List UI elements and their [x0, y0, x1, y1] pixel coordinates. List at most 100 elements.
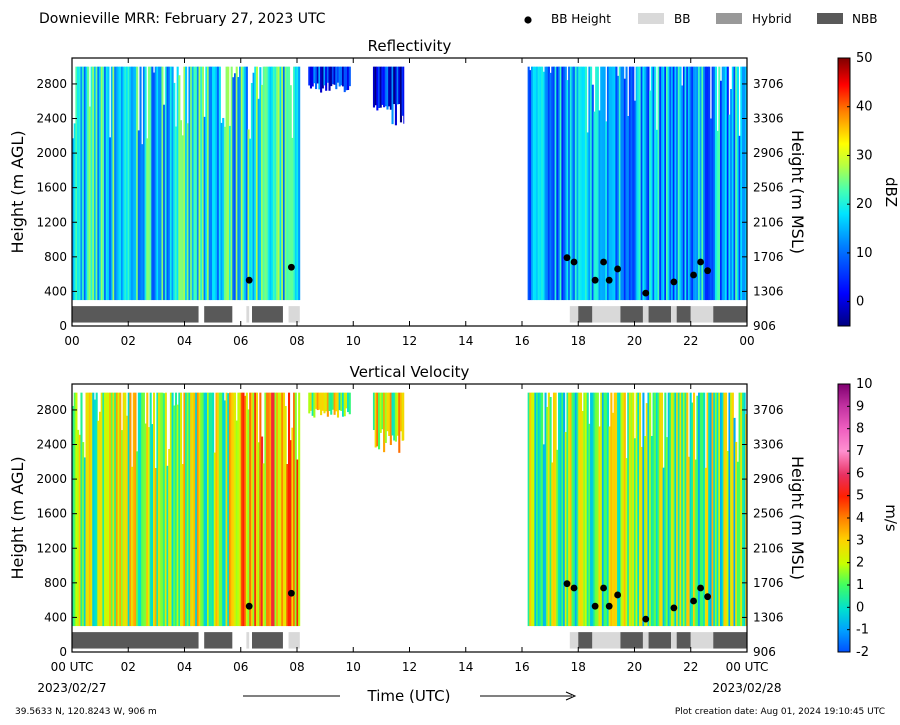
echo-cell — [612, 412, 615, 627]
echo-cell — [600, 392, 603, 627]
colorbar-tick-label: 0 — [856, 600, 864, 615]
bb-type-nbb — [620, 632, 643, 649]
y-right-tick-label: 2506 — [753, 181, 784, 195]
echo-cell — [662, 467, 665, 627]
echo-cell — [223, 400, 226, 627]
echo-cell — [93, 66, 97, 301]
echo-cell — [272, 392, 275, 627]
echo-cell — [401, 392, 404, 441]
bb-height-point — [605, 276, 613, 284]
echo-cell — [386, 392, 389, 432]
echo-cell — [598, 426, 601, 627]
echo-cell — [566, 392, 569, 627]
echo-cell — [269, 392, 272, 627]
y-axis-label: Height (m AGL) — [8, 456, 27, 579]
echo-cell — [212, 392, 215, 627]
echo-cell — [618, 392, 621, 627]
echo-cell — [733, 66, 736, 301]
echo-cell — [122, 392, 125, 627]
echo-cell — [119, 392, 122, 627]
echo-cell — [80, 392, 83, 627]
y-right-tick-label: 1306 — [753, 610, 784, 624]
echo-cell — [318, 66, 321, 90]
colorbar-tick-label: 10 — [856, 246, 873, 261]
echo-cell — [117, 392, 120, 627]
y-tick-label: 2800 — [36, 403, 67, 417]
echo-cell — [338, 392, 341, 411]
echo-cell — [701, 392, 704, 627]
echo-cell — [527, 392, 530, 627]
echo-cell — [208, 392, 211, 627]
echo-cell — [232, 77, 235, 301]
echo-cell — [119, 66, 122, 301]
echo-cell — [347, 392, 350, 413]
echo-cell — [693, 392, 696, 627]
echo-cell — [218, 392, 221, 627]
echo-cell — [335, 392, 338, 412]
echo-cell — [272, 66, 275, 301]
echo-cell — [721, 66, 724, 301]
echo-cell — [73, 392, 76, 627]
echo-cell — [171, 66, 174, 301]
echo-cell — [247, 409, 250, 627]
echo-cell — [563, 392, 566, 627]
echo-cell — [740, 392, 743, 627]
y-tick-label: 2000 — [36, 146, 67, 160]
x-tick-label: 20 — [627, 660, 642, 674]
echo-cell — [674, 66, 677, 301]
echo-cell — [163, 104, 166, 301]
echo-cell — [698, 66, 701, 301]
bb-type-bb — [246, 632, 250, 649]
echo-cell — [102, 392, 105, 627]
echo-cell — [132, 66, 135, 301]
y-right-tick-label: 1706 — [753, 576, 784, 590]
echo-cell — [234, 392, 237, 627]
echo-cell — [124, 66, 127, 301]
echo-cell — [635, 66, 638, 301]
echo-cell — [139, 66, 142, 301]
colorbar-tick-label: 20 — [856, 197, 873, 212]
bb-type-bb — [671, 632, 677, 649]
echo-cell — [247, 129, 250, 301]
echo-cell — [736, 66, 739, 301]
echo-cell — [403, 392, 405, 441]
echo-cell — [323, 66, 326, 86]
echo-cell — [205, 66, 208, 301]
echo-cell — [186, 392, 189, 627]
colorbar — [837, 57, 851, 327]
echo-cell — [610, 66, 613, 301]
echo-cell — [693, 66, 696, 301]
echo-cell — [558, 392, 561, 627]
echo-cell — [728, 114, 731, 301]
echo-cell — [237, 77, 240, 301]
y-tick-label: 400 — [44, 610, 67, 624]
echo-cell — [671, 66, 674, 301]
bb-height-point — [245, 276, 253, 284]
echo-cell — [684, 392, 687, 627]
echo-cell — [180, 120, 183, 301]
echo-cell — [725, 66, 728, 301]
echo-cell — [249, 138, 252, 301]
echo-cell — [181, 464, 184, 627]
echo-cell — [203, 392, 206, 627]
echo-cell — [608, 426, 611, 627]
echo-cell — [136, 451, 139, 627]
echo-cell — [296, 459, 299, 627]
echo-cell — [583, 66, 586, 301]
echo-cell — [318, 392, 321, 410]
echo-cell — [630, 392, 633, 627]
echo-cell — [82, 442, 85, 627]
x-tick-label: 00 UTC — [51, 660, 94, 674]
echo-cell — [277, 392, 280, 627]
echo-cell — [399, 66, 403, 123]
echo-cell — [735, 66, 738, 301]
bb-height-point — [600, 584, 607, 592]
echo-cell — [568, 392, 571, 627]
echo-cell — [279, 66, 282, 301]
echo-cell — [149, 392, 152, 627]
plot-creation-date: Plot creation date: Aug 01, 2024 19:10:4… — [675, 707, 885, 717]
echo-cell — [271, 66, 274, 301]
echo-cell — [731, 66, 734, 301]
echo-cell — [107, 392, 110, 627]
